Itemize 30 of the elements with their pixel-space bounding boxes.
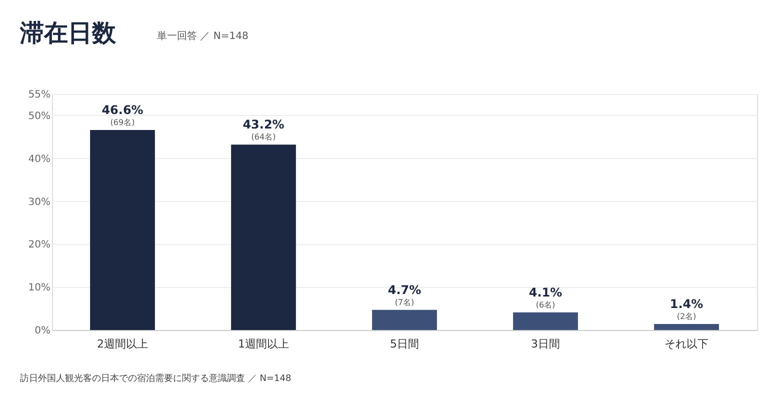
y-tick-label: 20% [28, 240, 50, 251]
y-tick-label: 30% [28, 196, 50, 208]
annotation: (64名) [251, 132, 276, 142]
y-tick-label: 55% [28, 90, 50, 100]
data-label: 4.1% [528, 285, 562, 300]
data-label: 46.6% [102, 103, 144, 118]
bar [654, 324, 719, 330]
bar [372, 310, 437, 330]
data-label: 1.4% [670, 296, 704, 311]
y-tick-label: 0% [34, 326, 50, 336]
x-tick-label: それ以下 [664, 338, 708, 350]
y-tick-label: 10% [28, 282, 50, 294]
chart-subtitle: 単一回答 ／ N=148 [157, 30, 248, 42]
annotation: (6名) [536, 300, 556, 310]
y-tick-label: 50% [28, 110, 50, 122]
annotation: (69名) [110, 118, 135, 128]
data-label: 43.2% [242, 118, 284, 132]
x-tick-label: 1週間以上 [238, 338, 289, 350]
x-tick-label: 5日間 [390, 338, 419, 350]
x-tick-label: 3日間 [531, 338, 560, 350]
bar [513, 312, 578, 330]
bar [90, 130, 155, 330]
data-label: 4.7% [388, 282, 422, 297]
chart-title: 滞在日数 [19, 18, 117, 47]
y-tick-label: 40% [28, 154, 50, 165]
bar [231, 144, 296, 330]
annotation: (7名) [394, 298, 414, 307]
annotation: (2名) [676, 312, 696, 321]
x-tick-label: 2週間以上 [97, 338, 148, 350]
text: 訪日外国人観光客の日本での宿泊需要に関する意識調査 ／ N=148 [20, 373, 292, 384]
